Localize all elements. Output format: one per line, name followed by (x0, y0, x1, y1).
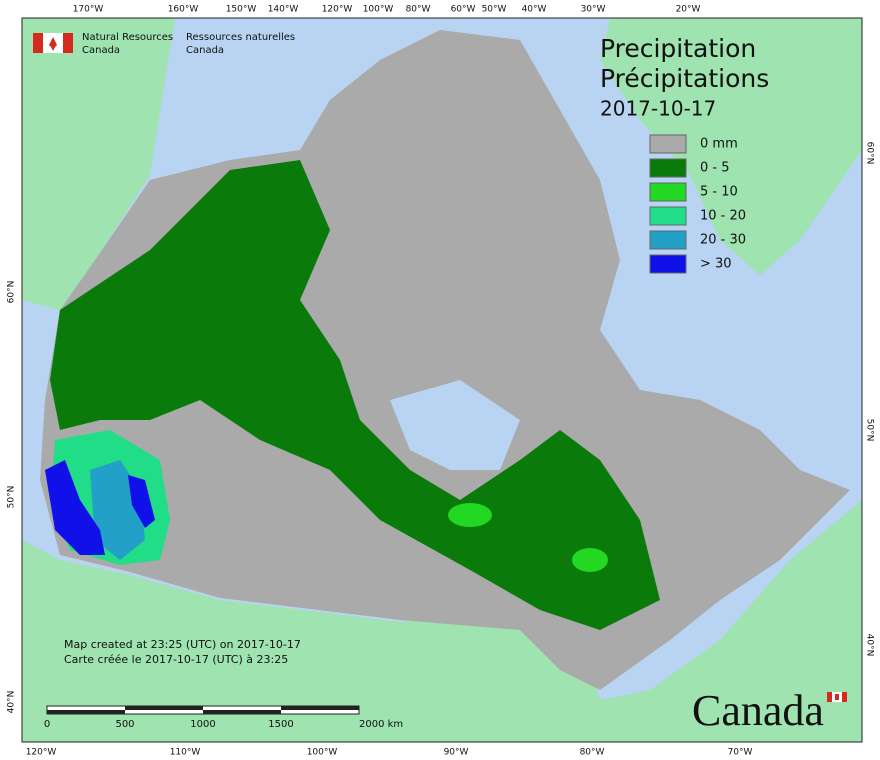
frame (21, 17, 863, 743)
graticule-label: 110°W (170, 748, 201, 758)
legend-swatch (649, 254, 687, 274)
scale-segment (47, 710, 125, 714)
graticule-label: 70°W (728, 748, 753, 758)
scale-label: 2000 km (359, 719, 403, 730)
legend-label: 5 - 10 (700, 185, 738, 200)
graticule-label: 30°W (581, 5, 606, 15)
note: Carte créée le 2017-10-17 (UTC) à 23:25 (64, 653, 288, 666)
wordmark: Canada (692, 686, 824, 735)
title-en: Precipitation (600, 34, 756, 63)
precip-0-5 (50, 160, 660, 630)
flag-bar (827, 692, 832, 702)
graticule-label: 80°W (580, 748, 605, 758)
legend-swatch (649, 206, 687, 226)
map-date: 2017-10-17 (600, 97, 716, 121)
legend-label: 20 - 30 (700, 233, 746, 248)
graticule-label: 60°N (865, 142, 875, 165)
flag-bar (842, 692, 847, 702)
agency-en: Natural Resources (82, 32, 173, 43)
graticule-label: 160°W (168, 5, 199, 15)
alaska (22, 18, 175, 310)
graticule-label: 140°W (268, 5, 299, 15)
legend-swatch (649, 182, 687, 202)
graticule-label: 170°W (73, 5, 104, 15)
legend-label: > 30 (700, 257, 732, 272)
scale-label: 1000 (190, 719, 215, 730)
precip-5-10 (572, 548, 608, 572)
legend-swatch (649, 134, 687, 154)
land (22, 18, 862, 742)
scale-bar (46, 705, 360, 715)
legend-swatch (649, 158, 687, 178)
graticule-label: 40°W (522, 5, 547, 15)
scale-segment (125, 706, 203, 710)
wordmark-flag (827, 692, 847, 702)
logo (33, 33, 73, 53)
legend-label: 0 mm (700, 137, 738, 152)
agency-fr: Canada (186, 45, 224, 56)
greenland (600, 18, 862, 275)
legend-label: 0 - 5 (700, 161, 730, 176)
graticule-label: 150°W (226, 5, 257, 15)
graticule-label: 100°W (307, 748, 338, 758)
hudson-bay (390, 380, 520, 470)
graticule-label: 80°W (406, 5, 431, 15)
legend-label: 10 - 20 (700, 209, 746, 224)
scale-segment (281, 706, 359, 710)
graticule-label: 120°W (26, 748, 57, 758)
graticule-label: 60°W (451, 5, 476, 15)
scale-segment (203, 710, 281, 714)
flag-bar (33, 33, 43, 53)
graticule-label: 120°W (322, 5, 353, 15)
graticule-label: 20°W (676, 5, 701, 15)
graticule-label: 40°N (7, 691, 17, 714)
agency-fr: Ressources naturelles (186, 32, 295, 43)
title-fr: Précipitations (600, 64, 769, 93)
graticule-label: 50°N (865, 419, 875, 442)
precip-5-10 (448, 503, 492, 527)
flag-bar (63, 33, 73, 53)
graticule-label: 90°W (444, 748, 469, 758)
scale-label: 500 (115, 719, 134, 730)
maple-leaf (49, 37, 57, 51)
precip-30 (45, 460, 155, 555)
graticule-label: 40°N (865, 634, 875, 657)
note: Map created at 23:25 (UTC) on 2017-10-17 (64, 638, 301, 651)
graticule-label: 50°W (482, 5, 507, 15)
legend-swatch (649, 230, 687, 250)
graticule-label: 50°N (7, 486, 17, 509)
graticule-label: 100°W (363, 5, 394, 15)
graticule-label: 60°N (7, 281, 17, 304)
agency-en: Canada (82, 45, 120, 56)
scale-label: 1500 (268, 719, 293, 730)
maple-leaf (835, 694, 839, 700)
scale-label: 0 (44, 719, 50, 730)
